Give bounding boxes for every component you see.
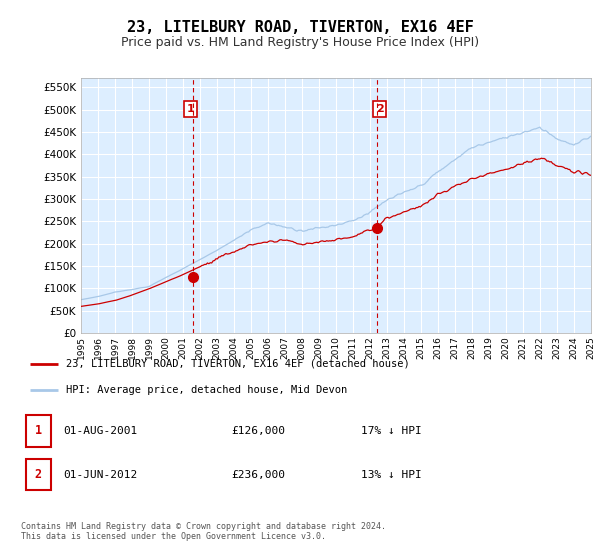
Text: 1: 1 xyxy=(35,424,42,437)
Text: 17% ↓ HPI: 17% ↓ HPI xyxy=(361,426,422,436)
Text: 2: 2 xyxy=(376,104,383,114)
Bar xyxy=(26,459,51,491)
Text: Contains HM Land Registry data © Crown copyright and database right 2024.
This d: Contains HM Land Registry data © Crown c… xyxy=(21,522,386,542)
Text: 23, LITELBURY ROAD, TIVERTON, EX16 4EF: 23, LITELBURY ROAD, TIVERTON, EX16 4EF xyxy=(127,20,473,35)
Text: £126,000: £126,000 xyxy=(231,426,285,436)
Text: 2: 2 xyxy=(35,468,42,481)
Text: HPI: Average price, detached house, Mid Devon: HPI: Average price, detached house, Mid … xyxy=(67,385,347,395)
Text: £236,000: £236,000 xyxy=(231,470,285,479)
Bar xyxy=(26,415,51,447)
Text: 01-AUG-2001: 01-AUG-2001 xyxy=(64,426,138,436)
Text: 13% ↓ HPI: 13% ↓ HPI xyxy=(361,470,422,479)
Text: 1: 1 xyxy=(187,104,194,114)
Text: 01-JUN-2012: 01-JUN-2012 xyxy=(64,470,138,479)
Text: 23, LITELBURY ROAD, TIVERTON, EX16 4EF (detached house): 23, LITELBURY ROAD, TIVERTON, EX16 4EF (… xyxy=(67,358,410,368)
Text: Price paid vs. HM Land Registry's House Price Index (HPI): Price paid vs. HM Land Registry's House … xyxy=(121,36,479,49)
